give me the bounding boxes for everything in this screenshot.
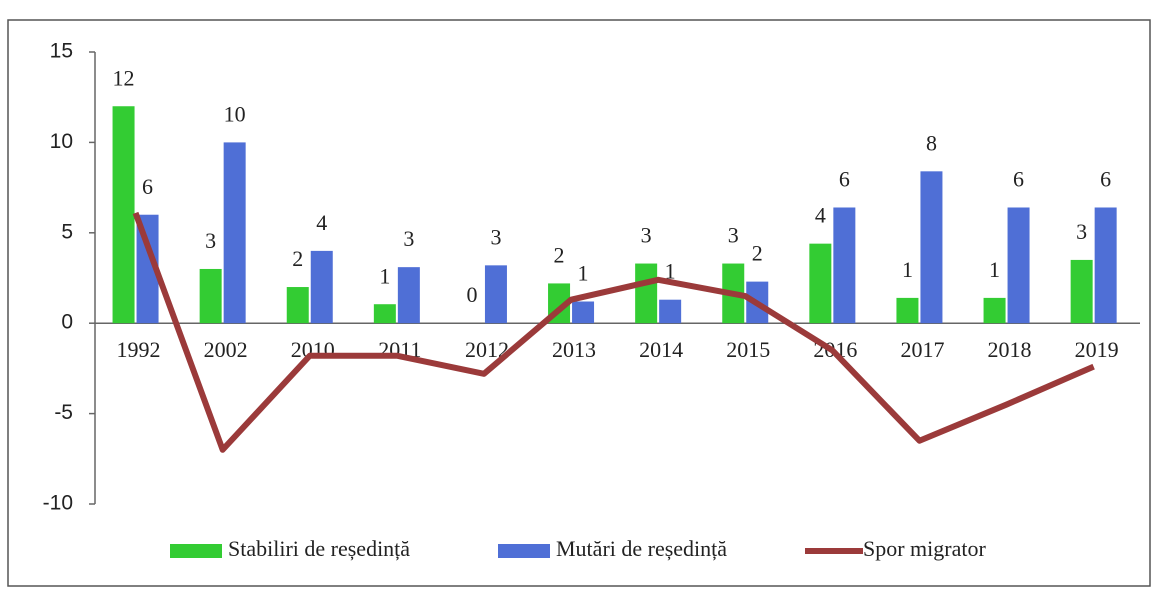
x-tick-label: 2015 [726,337,770,362]
bar [659,299,682,324]
data-label: 2 [554,242,565,267]
bar [572,301,595,324]
legend-swatch [498,544,550,558]
data-label: 3 [1076,219,1087,244]
data-label: 2 [292,246,303,271]
x-tick-label: 2018 [988,337,1032,362]
data-label: 6 [142,174,153,199]
bar [1070,259,1093,324]
x-tick-label: 2013 [552,337,596,362]
bar [896,297,919,324]
data-label: 3 [641,223,652,248]
data-label: 1 [665,259,676,284]
bar [983,297,1006,324]
bar [373,304,396,324]
data-label: 6 [1013,167,1024,192]
bar [809,243,832,324]
legend-label: Spor migrator [863,536,986,561]
bar [286,287,309,324]
bar [112,106,135,324]
legend-swatch [170,544,222,558]
x-tick-label: 1992 [117,337,161,362]
data-label: 3 [205,228,216,253]
data-label: 3 [490,224,501,249]
chart-frame [7,19,1151,587]
bar [833,207,856,324]
x-tick-label: 2017 [900,337,944,362]
x-tick-label: 2014 [639,337,683,362]
bar [1094,207,1117,324]
data-label: 4 [316,210,327,235]
bar [1007,207,1030,324]
bar [223,142,246,324]
data-label: 8 [926,130,937,155]
data-label: 2 [752,241,763,266]
line [132,211,1095,453]
data-label: 1 [578,261,589,286]
data-label: 3 [728,223,739,248]
data-label: 3 [403,226,414,251]
bar [484,265,507,324]
bar [199,268,222,324]
data-label: 12 [113,65,135,90]
bar [310,250,333,324]
data-label: 6 [1100,167,1111,192]
y-tick-label: 10 [50,130,73,153]
legend-label: Stabiliri de reședință [228,536,410,561]
bar [136,214,159,324]
y-tick-label: 5 [61,220,73,243]
y-tick-label: 0 [61,311,73,334]
data-label: 6 [839,167,850,192]
data-label: 1 [902,257,913,282]
x-tick-label: 2019 [1075,337,1119,362]
data-label: 1 [989,257,1000,282]
bar [635,263,658,324]
bar [920,171,943,324]
data-label: 4 [815,203,826,228]
data-label: 0 [466,282,477,307]
data-label: 1 [379,263,390,288]
y-tick-label: 15 [50,40,73,63]
data-label: 10 [224,101,246,126]
legend-label: Mutări de reședință [556,536,727,561]
bar [397,267,420,324]
y-tick-label: -10 [43,492,73,515]
y-tick-label: -5 [54,401,73,424]
x-tick-label: 2002 [204,337,248,362]
